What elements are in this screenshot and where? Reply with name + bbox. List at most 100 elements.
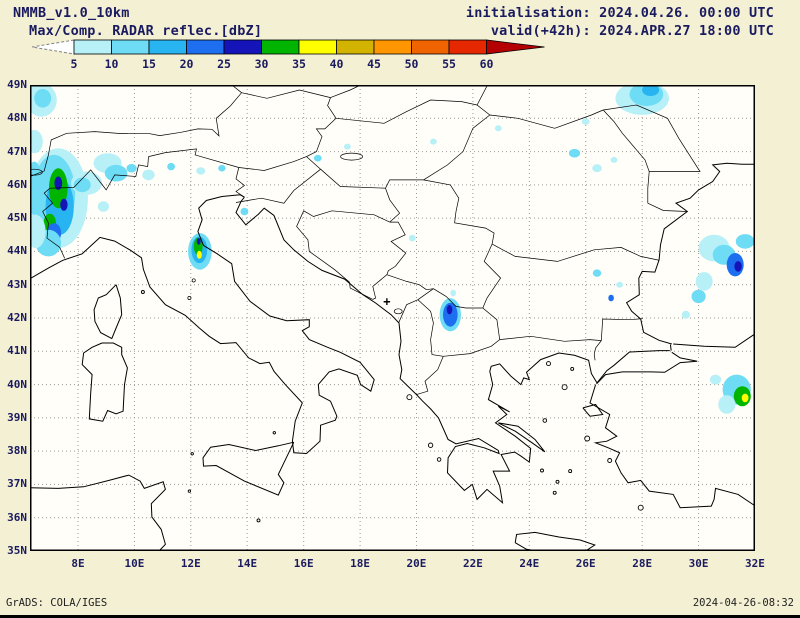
radar-cell xyxy=(718,395,736,414)
map-frame xyxy=(30,85,755,551)
radar-cell xyxy=(695,272,713,291)
radar-cell xyxy=(568,148,581,158)
lon-axis-label: 28E xyxy=(632,557,653,570)
coastline-path xyxy=(81,342,128,422)
radar-cell xyxy=(167,162,176,171)
radar-cell xyxy=(218,164,226,172)
radar-cell xyxy=(592,269,602,277)
lat-axis-label: 38N xyxy=(7,444,27,458)
coastline-path xyxy=(625,162,755,345)
lat-axis-label: 43N xyxy=(7,277,27,291)
radar-cell xyxy=(142,169,155,181)
lat-axis-label: 45N xyxy=(7,211,27,225)
coastline-path xyxy=(498,422,546,453)
lat-axis-label: 35N xyxy=(7,544,27,557)
lon-axis-label: 24E xyxy=(519,557,540,570)
island-outline xyxy=(542,418,548,423)
lon-axis-label: 32E xyxy=(745,557,765,570)
colorbar-segment xyxy=(73,39,112,55)
colorbar-tick-label: 10 xyxy=(105,57,119,71)
country-border-path xyxy=(147,92,242,137)
colorbar-segment xyxy=(411,39,450,55)
country-border-path xyxy=(385,179,424,189)
lat-axis-label: 42N xyxy=(7,311,27,324)
lake-outline xyxy=(393,308,403,315)
country-border-path xyxy=(148,148,239,168)
country-border-path xyxy=(416,356,444,395)
lake-outline xyxy=(340,152,363,161)
colorbar-tick-label: 50 xyxy=(405,57,419,71)
country-border-path xyxy=(306,156,321,170)
country-border-path xyxy=(336,99,478,124)
country-border-path xyxy=(235,168,321,204)
colorbar-tick-label: 25 xyxy=(217,57,231,71)
radar-cell xyxy=(313,154,322,162)
radar-cell xyxy=(60,198,68,211)
colorbar-tick-label: 30 xyxy=(255,57,269,71)
radar-cell xyxy=(240,207,249,216)
colorbar-tick-label: 40 xyxy=(330,57,344,71)
radar-cell xyxy=(408,234,416,242)
lon-axis-label: 8E xyxy=(71,557,85,570)
radar-cell xyxy=(608,294,614,302)
radar-cell xyxy=(104,164,128,182)
lon-axis-label: 16E xyxy=(293,557,314,570)
country-border-path xyxy=(603,104,701,172)
island-outline xyxy=(552,490,557,495)
colorbar-tick-label: 60 xyxy=(480,57,494,71)
radar-cell xyxy=(741,393,749,403)
valid-time: valid(+42h): 2024.APR.27 18:00 UTC xyxy=(490,23,774,39)
colorbar-tick-label: 35 xyxy=(292,57,306,71)
colorbar-tick-label: 55 xyxy=(442,57,456,71)
coastline-path xyxy=(30,194,375,455)
map-canvas: + xyxy=(30,85,755,551)
coastline-path xyxy=(235,196,670,504)
country-border-path xyxy=(385,188,401,223)
radar-cell xyxy=(30,214,46,249)
radar-cell xyxy=(430,138,437,145)
coastline-path xyxy=(202,441,295,496)
island-outline xyxy=(406,394,413,401)
island-outline xyxy=(561,384,568,391)
island-outline xyxy=(584,435,591,442)
legend-label: Max/Comp. RADAR reflec.[dbZ] xyxy=(29,23,263,39)
radar-cell xyxy=(642,85,660,96)
colorbar-tick-label: 5 xyxy=(71,57,78,71)
coastline-path xyxy=(673,333,755,348)
lon-axis-label: 30E xyxy=(688,557,709,570)
coastline-path xyxy=(669,344,672,351)
radar-cell xyxy=(126,163,137,173)
country-border-path xyxy=(482,243,502,309)
radar-cell xyxy=(30,129,43,154)
country-border-path xyxy=(489,109,604,129)
lon-axis-label: 26E xyxy=(575,557,596,570)
colorbar-segment xyxy=(111,39,150,55)
radar-cell xyxy=(734,261,742,272)
radar-cell xyxy=(54,176,63,190)
lat-axis-label: 49N xyxy=(7,78,27,91)
coastline-path xyxy=(596,351,698,385)
country-border-path xyxy=(647,202,688,212)
country-border-path xyxy=(476,85,491,116)
country-border-path xyxy=(30,131,148,177)
island-outline xyxy=(436,457,442,462)
radar-cell xyxy=(581,118,590,125)
radar-cell xyxy=(196,238,201,245)
island-outline xyxy=(637,504,644,511)
country-border-path xyxy=(42,187,66,259)
radar-cell xyxy=(709,374,722,385)
lake-outline xyxy=(187,296,192,300)
colorbar-segment xyxy=(336,39,375,55)
radar-cell xyxy=(735,234,755,249)
over-range-arrow xyxy=(486,39,545,55)
island-outline xyxy=(187,489,192,493)
country-border-path xyxy=(386,274,427,290)
colorbar-segment xyxy=(186,39,225,55)
country-border-path xyxy=(296,210,390,300)
colorbar-segment xyxy=(373,39,412,55)
radar-cell xyxy=(691,289,706,304)
country-border-path xyxy=(491,243,659,262)
lake-outline xyxy=(30,168,43,176)
country-border-path xyxy=(443,339,500,357)
radar-cell xyxy=(73,177,91,193)
